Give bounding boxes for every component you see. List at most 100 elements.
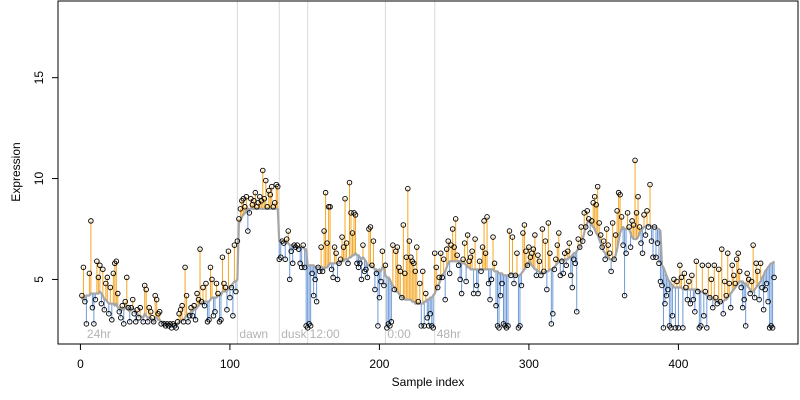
data-point-310 [547,250,553,256]
data-point-126 [272,200,278,206]
data-point-50 [156,308,163,315]
data-point-420 [711,262,718,269]
residual-lines [81,160,775,328]
data-point-230 [427,310,433,317]
data-point-223 [417,280,423,287]
data-point-399 [680,325,686,331]
data-point-66 [182,264,188,271]
data-point-136 [286,276,293,283]
data-point-229 [425,323,432,329]
data-point-433 [730,272,737,279]
data-point-374 [642,232,649,238]
data-point-41 [143,286,149,293]
data-point-252 [460,256,466,263]
x-tick-label-0: 0 [77,357,84,371]
data-point-260 [472,236,478,242]
data-point-309 [545,220,552,226]
data-point-428 [723,292,729,299]
data-point-385 [659,282,665,289]
data-point-313 [551,266,558,273]
data-point-112 [251,197,257,204]
data-point-312 [550,310,556,317]
data-point-69 [186,313,193,319]
data-point-78 [200,284,206,291]
data-point-343 [596,220,602,226]
data-point-351 [608,268,614,275]
data-point-450 [756,296,762,303]
data-point-83 [207,264,214,271]
data-point-395 [674,278,680,285]
data-point-193 [372,286,378,293]
data-point-219 [411,260,417,267]
data-point-407 [692,308,698,315]
data-point-172 [340,244,347,250]
annotation-label-3: 12:00 [310,327,340,341]
data-point-349 [605,242,611,248]
data-point-303 [536,258,543,265]
annotation-label-5: 48hr [437,327,461,341]
data-point-160 [322,189,329,196]
data-point-8 [92,296,99,303]
data-point-372 [639,250,646,256]
data-point-91 [219,254,226,260]
data-point-291 [518,282,525,289]
data-point-427 [721,278,728,285]
data-point-447 [751,294,758,301]
data-point-227 [423,290,429,297]
data-point-188 [364,274,371,281]
data-point-367 [632,157,638,164]
data-point-389 [665,286,671,293]
data-point-440 [741,296,747,303]
data-point-38 [137,304,143,311]
data-point-430 [726,280,732,287]
data-point-154 [313,298,320,305]
data-point-355 [614,208,620,214]
data-point-414 [702,288,709,295]
data-point-9 [94,258,100,265]
data-point-95 [225,248,232,254]
data-point-60 [173,325,179,331]
data-point-216 [406,238,413,244]
data-point-185 [360,242,366,248]
data-point-173 [342,195,348,202]
data-point-212 [400,222,407,228]
data-point-442 [744,270,750,277]
data-point-13 [100,266,106,273]
data-point-249 [455,262,462,269]
data-point-146 [301,264,308,271]
data-point-255 [464,232,471,238]
data-point-409 [695,288,701,295]
data-point-242 [445,238,451,244]
data-point-247 [452,216,459,222]
data-point-277 [497,292,504,299]
data-point-358 [618,214,625,220]
data-point-171 [339,234,345,240]
data-point-152 [310,292,317,299]
data-point-10 [95,274,102,281]
data-point-4 [86,270,93,277]
data-point-335 [584,208,590,214]
data-point-16 [104,274,111,281]
data-point-68 [185,319,191,325]
data-point-98 [230,313,236,319]
data-point-14 [101,306,108,313]
data-point-270 [487,296,493,303]
data-point-180 [352,212,359,218]
data-point-283 [506,228,513,234]
data-point-308 [544,286,550,293]
data-point-64 [179,302,185,309]
data-point-80 [203,280,209,287]
annotation-label-2: dusk [281,327,307,341]
data-point-153 [312,276,318,283]
data-point-108 [245,228,251,234]
data-point-42 [144,319,151,325]
data-point-362 [624,210,631,216]
data-point-278 [499,280,505,287]
data-point-37 [135,315,142,321]
data-point-157 [318,244,324,250]
data-point-434 [732,280,738,287]
data-point-376 [645,224,652,230]
data-point-132 [280,240,287,246]
x-axis: 0 100 200 300 400 [77,343,689,371]
data-point-455 [763,280,770,287]
